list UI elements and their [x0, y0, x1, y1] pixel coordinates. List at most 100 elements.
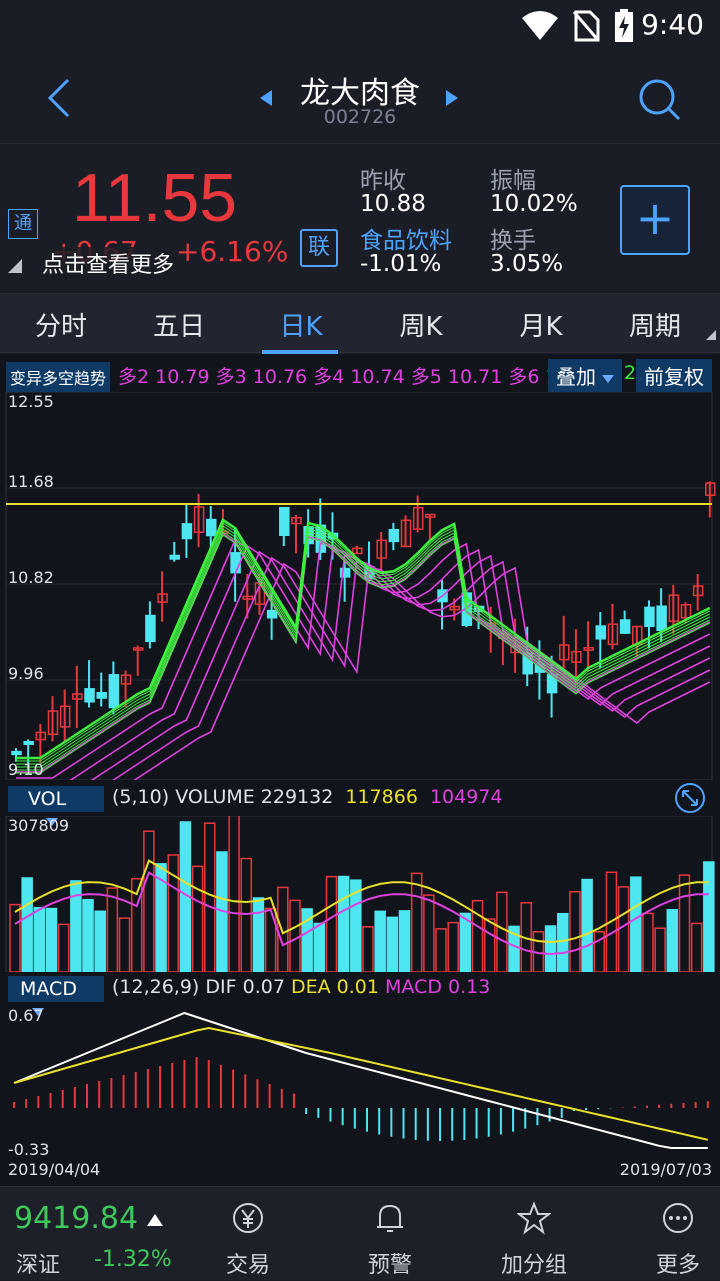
- turnover-value: 3.05%: [490, 251, 564, 277]
- prev-close-value: 10.88: [360, 191, 426, 217]
- more-dots-icon: [663, 1203, 693, 1233]
- price-change-pct: +6.16%: [176, 235, 289, 268]
- candle-body: [23, 740, 34, 746]
- tab-period[interactable]: 周期: [628, 312, 681, 342]
- volume-bar: [228, 816, 240, 972]
- nav-more[interactable]: 更多: [606, 1187, 720, 1281]
- back-icon[interactable]: [44, 76, 74, 120]
- lian-badge[interactable]: 联: [300, 229, 338, 267]
- candle-body: [571, 650, 582, 663]
- nav-alert-label: 预警: [367, 1253, 412, 1278]
- volume-bar: [252, 897, 265, 972]
- candle-body: [206, 518, 217, 537]
- nav-alert[interactable]: 预警: [318, 1187, 462, 1281]
- triangle-up-icon: [147, 1214, 163, 1226]
- sector-value: -1.01%: [360, 251, 442, 277]
- active-tab-indicator: [262, 350, 338, 354]
- volume-bar: [630, 876, 642, 972]
- sector-label[interactable]: 食品饮料: [360, 228, 452, 254]
- volume-bar: [350, 879, 362, 972]
- more-info-link[interactable]: 点击查看更多: [40, 247, 177, 279]
- volume-ma5-line: [14, 859, 709, 944]
- overlay-button[interactable]: 叠加: [548, 359, 622, 392]
- macd-max-label: 0.67: [8, 1006, 44, 1025]
- candle-body: [412, 506, 424, 530]
- tab-monthly-k[interactable]: 月K: [519, 312, 563, 342]
- index-value[interactable]: 9419.84: [14, 1201, 139, 1236]
- tab-weekly-k[interactable]: 周K: [399, 312, 443, 342]
- candle-body: [680, 603, 692, 619]
- candle-body: [230, 552, 241, 574]
- tong-badge[interactable]: 通: [8, 209, 38, 239]
- volume-bar: [690, 922, 703, 972]
- volume-bar: [82, 899, 94, 972]
- add-watchlist-button[interactable]: +: [620, 185, 690, 255]
- volume-bar: [167, 854, 179, 972]
- macd-chart[interactable]: [0, 1008, 720, 1158]
- ind-value: 10.71: [447, 366, 503, 388]
- volume-bar: [496, 891, 508, 972]
- candle-body: [132, 647, 144, 651]
- vol-ma10: 104974: [429, 786, 503, 808]
- index-name: 深证: [16, 1253, 61, 1278]
- candle-body: [169, 554, 180, 560]
- candlestick-chart[interactable]: [0, 392, 720, 780]
- volume-bar: [617, 886, 630, 972]
- candle-body: [376, 539, 387, 559]
- volume-bar: [447, 921, 459, 972]
- candle-body: [96, 692, 107, 699]
- candle-body: [242, 595, 254, 600]
- stock-name: 龙大肉食: [300, 76, 420, 111]
- candle-body: [181, 523, 193, 540]
- indicator-selector[interactable]: 变异多空趋势: [6, 362, 111, 392]
- volume-bar: [325, 875, 338, 972]
- dropdown-icon: [32, 1007, 44, 1016]
- candle-body: [193, 506, 205, 533]
- yen-exchange-icon: [233, 1203, 263, 1233]
- macd-selector-label: MACD: [20, 978, 77, 1000]
- volume-bar: [557, 912, 569, 972]
- search-icon[interactable]: [636, 76, 682, 122]
- candle-body: [644, 606, 655, 628]
- tab-five-day[interactable]: 五日: [152, 312, 205, 342]
- candle-body: [145, 614, 156, 643]
- macd-label: MACD: [385, 976, 442, 998]
- tab-intraday[interactable]: 分时: [34, 312, 87, 342]
- nav-trade[interactable]: 交易: [176, 1187, 320, 1281]
- stock-code: 002726: [323, 106, 397, 128]
- candle-body: [157, 593, 168, 603]
- prev-stock-icon[interactable]: [258, 88, 274, 108]
- candle-body: [108, 674, 120, 709]
- volume-bar: [703, 861, 715, 972]
- candle-body: [400, 519, 412, 548]
- volume-bar: [423, 894, 435, 972]
- macd-selector[interactable]: MACD: [8, 976, 104, 1016]
- nav-add-group[interactable]: 加分组: [462, 1187, 606, 1281]
- y-label: 9.96: [8, 664, 44, 683]
- ind-value: 10.76: [252, 366, 308, 388]
- star-icon: [517, 1201, 551, 1235]
- volume-bar: [666, 909, 679, 972]
- quote-panel: 11.55 通 +0.67 +6.16% 点击查看更多 联 昨收 10.88 食…: [0, 145, 720, 293]
- trend-band-line: [16, 534, 711, 774]
- fullscreen-icon[interactable]: [674, 782, 706, 814]
- candle-body: [607, 623, 619, 646]
- volume-chart[interactable]: [0, 816, 720, 972]
- volume-bar: [21, 877, 33, 972]
- next-stock-icon[interactable]: [444, 88, 460, 108]
- candle-body: [291, 517, 302, 525]
- candle-body: [595, 625, 607, 640]
- volume-bar: [581, 878, 593, 972]
- amplitude-value: 10.02%: [490, 191, 578, 217]
- tab-daily-k[interactable]: 日K: [279, 312, 323, 342]
- nav-more-label: 更多: [655, 1253, 700, 1278]
- vol-params: (5,10): [112, 786, 170, 808]
- ma-ribbon-line: [69, 544, 711, 780]
- vol-selector[interactable]: VOL: [8, 786, 104, 826]
- trend-band-line: [16, 528, 711, 768]
- volume-bar: [642, 912, 654, 972]
- adjust-button[interactable]: 前复权: [636, 359, 712, 392]
- volume-bar: [374, 910, 386, 972]
- ind-label: 多5: [410, 366, 442, 388]
- volume-bar: [435, 928, 447, 972]
